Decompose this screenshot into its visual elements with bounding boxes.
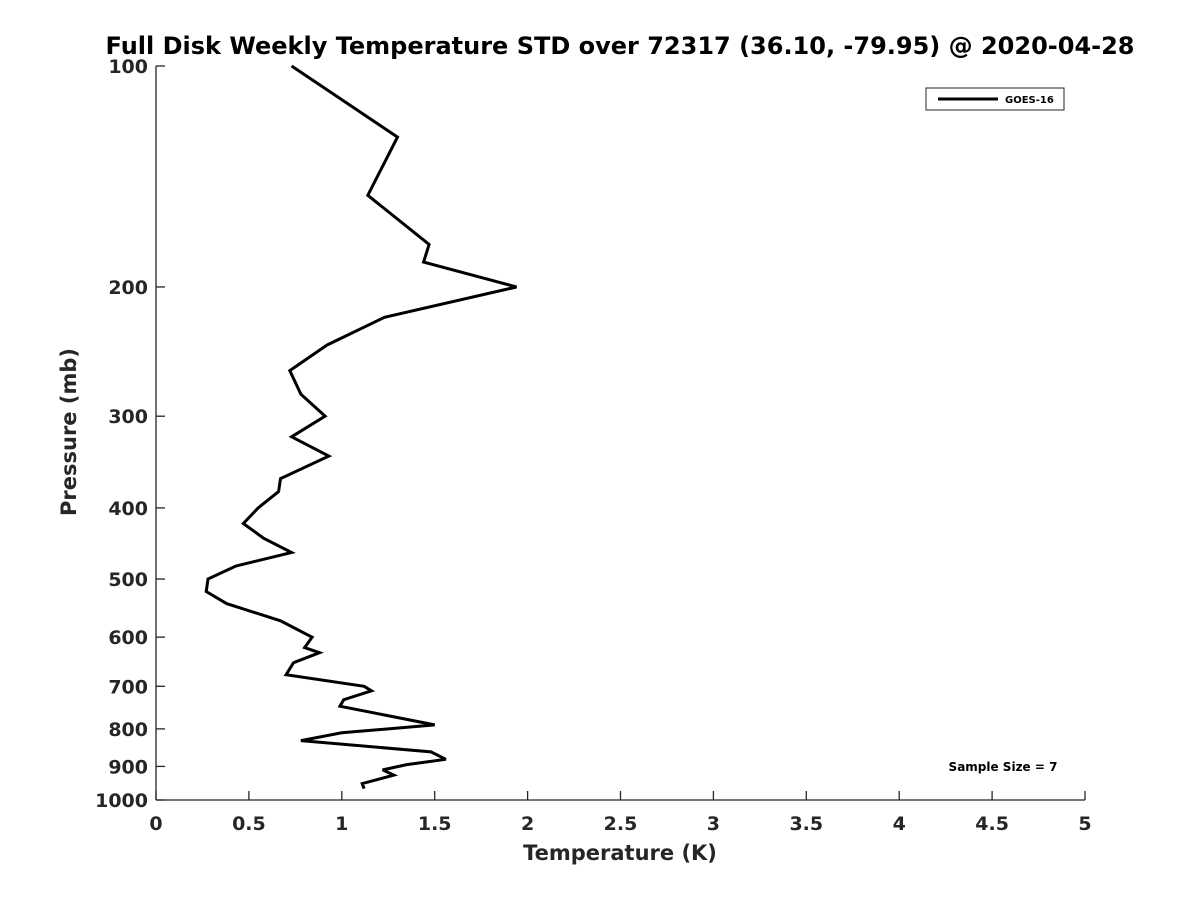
- x-tick-label: 3.5: [789, 813, 823, 835]
- y-tick-label: 800: [108, 719, 148, 741]
- x-tick-label: 5: [1078, 813, 1091, 835]
- y-tick-label: 700: [108, 676, 148, 698]
- y-tick-label: 100: [108, 56, 148, 78]
- y-ticks: 100 200 300 400 500 600 700 800 900 1000: [95, 56, 165, 812]
- sample-size-annotation: Sample Size = 7: [949, 760, 1058, 774]
- legend-label-goes-16: GOES-16: [1005, 95, 1054, 106]
- series-group: [204, 64, 517, 790]
- x-tick-label: 1: [335, 813, 348, 835]
- x-tick-label: 1.5: [418, 813, 452, 835]
- x-tick-label: 0: [149, 813, 162, 835]
- x-tick-label: 4: [893, 813, 906, 835]
- y-axis-label: Pressure (mb): [57, 348, 81, 516]
- x-tick-label: 2.5: [604, 813, 638, 835]
- x-tick-label: 0.5: [232, 813, 266, 835]
- chart-title: Full Disk Weekly Temperature STD over 72…: [106, 32, 1135, 60]
- x-tick-label: 4.5: [975, 813, 1009, 835]
- y-tick-label: 900: [108, 756, 148, 778]
- y-tick-label: 500: [108, 569, 148, 591]
- x-axis-label: Temperature (K): [523, 841, 717, 865]
- legend: GOES-16: [925, 87, 1065, 111]
- y-tick-label: 300: [108, 406, 148, 428]
- x-tick-label: 2: [521, 813, 534, 835]
- y-tick-label: 1000: [95, 790, 148, 812]
- x-tick-label: 3: [707, 813, 720, 835]
- y-tick-label: 200: [108, 277, 148, 299]
- y-tick-label: 600: [108, 627, 148, 649]
- y-tick-label: 400: [108, 498, 148, 520]
- series-line-goes-16: [204, 64, 517, 790]
- x-ticks: 0 0.5 1 1.5 2 2.5 3 3.5 4 4.5 5: [149, 791, 1092, 835]
